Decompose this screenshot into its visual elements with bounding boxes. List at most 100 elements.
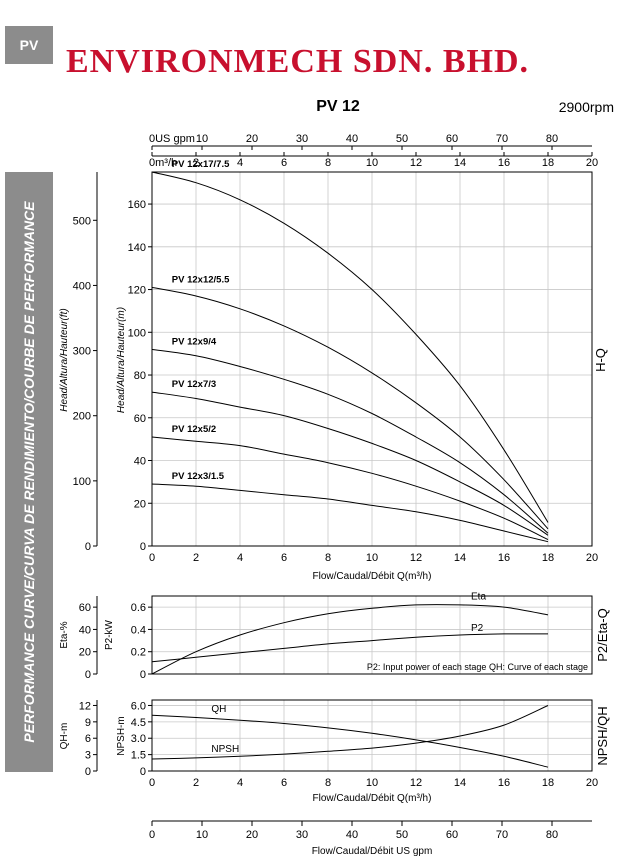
x-tick-label: 4	[237, 777, 243, 789]
x-tick-label: 8	[325, 777, 331, 789]
top-gpm-tick-label: 60	[446, 133, 458, 145]
hq-curve-label: PV 12x5/2	[172, 424, 216, 435]
x-tick-label: 2	[193, 777, 199, 789]
hq-curve-label: PV 12x7/3	[172, 379, 216, 390]
bottom-gpm-tick-label: 0	[149, 829, 155, 841]
bottom-gpm-tick-label: 70	[496, 829, 508, 841]
p2-eta-curve-1	[151, 604, 549, 675]
top-gpm-tick-label: 20	[246, 133, 258, 145]
top-flow-tick-label: 4	[237, 157, 243, 169]
hq-curve-4	[151, 391, 549, 536]
hq-curve-label: PV 12x17/7.5	[172, 159, 230, 170]
head-m-axis-tick-label: 140	[128, 242, 146, 254]
head-m-axis-tick-label: 160	[128, 199, 146, 211]
hq-curve-5	[151, 436, 549, 541]
top-flow-tick-label: 2	[193, 157, 199, 169]
bottom-gpm-tick-label: 30	[296, 829, 308, 841]
hq-curve-label: PV 12x12/5.5	[172, 274, 230, 285]
top-flow-tick-label: 12	[410, 157, 422, 169]
sidebar-banner: PERFORMANCE CURVE/CURVA DE RENDIMIENTO/C…	[5, 172, 53, 772]
top-flow-tick-label: 16	[498, 157, 510, 169]
p2-qh-note: P2: Input power of each stage QH: Curve …	[367, 662, 588, 672]
eta-axis-tick-label: 60	[79, 602, 91, 614]
p2-curve-label: P2	[471, 623, 484, 634]
x-tick-label: 12	[410, 552, 422, 564]
hq-curve-label: PV 12x3/1.5	[172, 471, 225, 482]
head-ft-axis-tick-label: 100	[73, 476, 91, 488]
qh-axis-tick-label: 3	[85, 750, 91, 762]
head-ft-axis-tick-label: 400	[73, 280, 91, 292]
eta-axis-tick-label: 20	[79, 647, 91, 659]
head-m-axis-tick-label: 20	[134, 498, 146, 510]
npsh-qh-curve-1	[151, 714, 549, 768]
x-tick-label: 16	[498, 552, 510, 564]
x-tick-label: 4	[237, 552, 243, 564]
x-tick-label: 20	[586, 777, 598, 789]
bottom-gpm-tick-label: 40	[346, 829, 358, 841]
p2-eta-curve-2	[151, 633, 549, 663]
qh-axis-tick-label: 12	[79, 700, 91, 712]
p2-axis-tick-label: 0	[140, 669, 146, 681]
head-m-axis-title: Head/Altura/Hauteur(m)	[116, 307, 127, 413]
top-flow-tick-label: 14	[454, 157, 466, 169]
top-gpm-tick-label: 30	[296, 133, 308, 145]
x-tick-label: 2	[193, 552, 199, 564]
qh-axis-tick-label: 6	[85, 733, 91, 745]
eta-curve-label: Eta	[471, 592, 486, 603]
eta-axis-title: Eta-%	[59, 621, 70, 648]
head-m-axis-tick-label: 0	[140, 541, 146, 553]
x-tick-label: 0	[149, 777, 155, 789]
x-tick-label: 18	[542, 552, 554, 564]
speed-label: 2900rpm	[559, 99, 614, 115]
x-tick-label: 8	[325, 552, 331, 564]
x-tick-label: 12	[410, 777, 422, 789]
hq-curve-1	[151, 171, 549, 523]
p2-axis-tick-label: 0.4	[131, 624, 146, 636]
head-ft-axis-tick-label: 500	[73, 215, 91, 227]
npsh-axis-tick-label: 3.0	[131, 733, 146, 745]
top-flow-unit-label: 0m³/h	[149, 157, 177, 169]
x-tick-label: 0	[149, 552, 155, 564]
hq-panel-label: H-Q	[593, 348, 608, 372]
bottom-gpm-tick-label: 20	[246, 829, 258, 841]
head-ft-axis-tick-label: 0	[85, 541, 91, 553]
top-flow-tick-label: 10	[366, 157, 378, 169]
bottom-gpm-tick-label: 50	[396, 829, 408, 841]
hq-curve-2	[151, 286, 549, 530]
p2-axis-tick-label: 0.2	[131, 647, 146, 659]
bottom-gpm-tick-label: 60	[446, 829, 458, 841]
eta-axis-tick-label: 40	[79, 624, 91, 636]
top-gpm-tick-label: 70	[496, 133, 508, 145]
qh-axis-tick-label: 0	[85, 766, 91, 778]
top-flow-tick-label: 6	[281, 157, 287, 169]
hq-curve-3	[151, 348, 549, 534]
x-tick-label: 20	[586, 552, 598, 564]
npsh-qh-panel-label: NPSH/QH	[595, 706, 610, 765]
qh-axis-title: QH-m	[59, 723, 70, 750]
head-ft-axis-tick-label: 300	[73, 346, 91, 358]
top-gpm-tick-label: 50	[396, 133, 408, 145]
head-m-axis-tick-label: 60	[134, 413, 146, 425]
hq-curve-6	[151, 483, 549, 543]
top-flow-tick-label: 18	[542, 157, 554, 169]
npsh-axis-title: NPSH-m	[116, 716, 127, 755]
npsh-qh-curve-2	[151, 705, 549, 760]
hq-x-axis-title: Flow/Caudal/Débit Q(m³/h)	[313, 571, 432, 582]
head-m-axis-tick-label: 120	[128, 285, 146, 297]
npsh-axis-tick-label: 0	[140, 766, 146, 778]
top-flow-tick-label: 20	[586, 157, 598, 169]
npsh-axis-tick-label: 4.5	[131, 717, 146, 729]
hq-curve-label: PV 12x9/4	[172, 336, 217, 347]
x-tick-label: 16	[498, 777, 510, 789]
x-tick-label: 18	[542, 777, 554, 789]
head-ft-axis-tick-label: 200	[73, 411, 91, 423]
npsh-curve-label: NPSH	[211, 744, 239, 755]
qh-curve-label: QH	[211, 704, 226, 715]
x-tick-label: 6	[281, 552, 287, 564]
top-gpm-tick-label: 10	[196, 133, 208, 145]
p2-eta-panel-label: P2/Eta-Q	[595, 608, 610, 661]
top-flow-tick-label: 8	[325, 157, 331, 169]
npsh-axis-tick-label: 1.5	[131, 750, 146, 762]
x-tick-label: 6	[281, 777, 287, 789]
top-gpm-unit-label: 0US gpm	[149, 133, 195, 145]
